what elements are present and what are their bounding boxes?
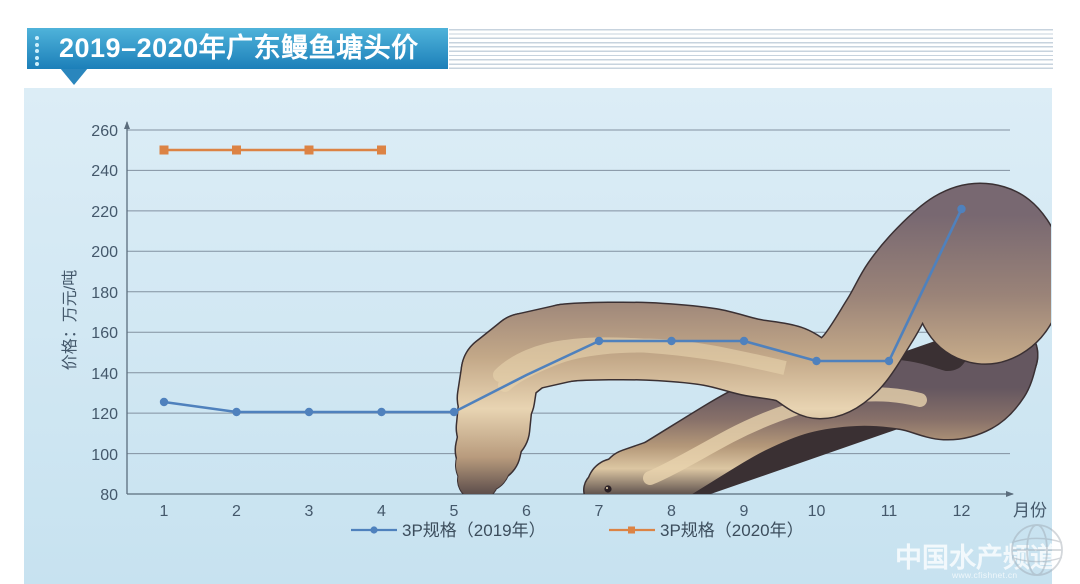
svg-text:www.cfishnet.cn: www.cfishnet.cn (951, 570, 1017, 580)
svg-text:中国水产频道: 中国水产频道 (895, 542, 1057, 573)
